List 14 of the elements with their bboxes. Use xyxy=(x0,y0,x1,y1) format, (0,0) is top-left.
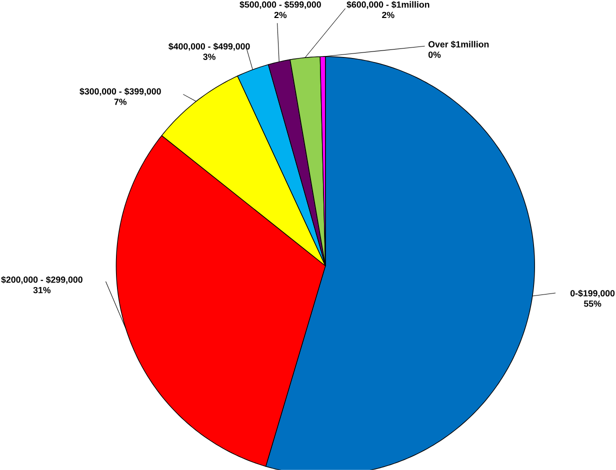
data-label: 2% xyxy=(382,12,394,18)
slice-label: $400,000 - $499,000 xyxy=(168,42,250,51)
slice-label: $200,000 - $299,000 xyxy=(1,276,82,284)
data-label: 2% xyxy=(274,12,287,18)
slice-label: $600,000 - $1million xyxy=(346,1,430,10)
slice-label: $300,000 - $399,000 xyxy=(80,88,161,96)
data-label: 0% xyxy=(428,52,441,58)
slice-label: 0-$199,000 xyxy=(570,290,615,298)
data-label: 7% xyxy=(114,98,127,105)
slice-label: Over $1million xyxy=(428,40,489,48)
data-label: 3% xyxy=(203,54,216,60)
slice-label: $500,000 - $599,000 xyxy=(240,1,321,10)
data-label: 55% xyxy=(584,300,602,307)
data-label: 31% xyxy=(33,287,51,294)
